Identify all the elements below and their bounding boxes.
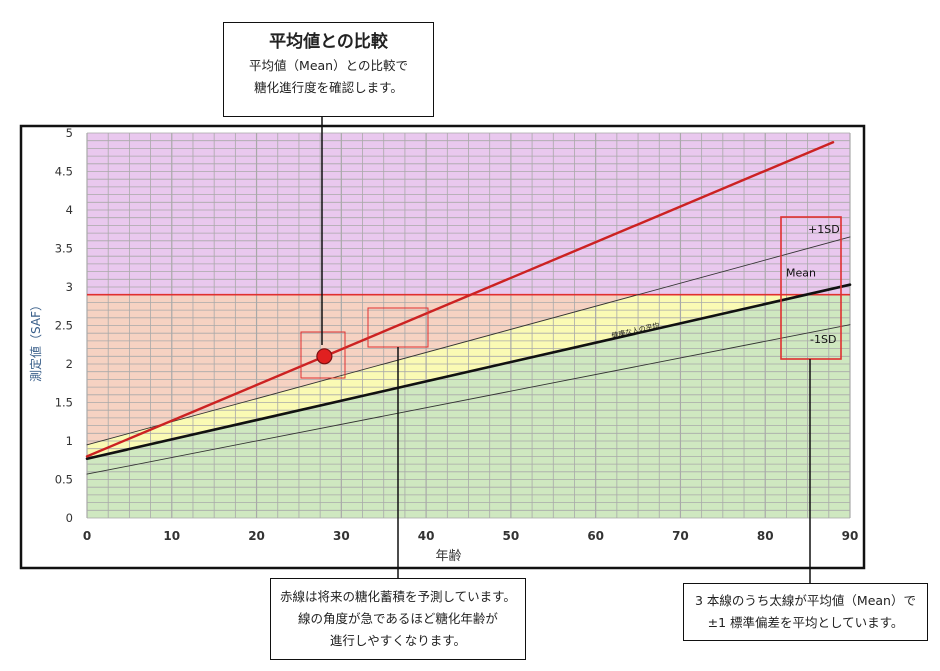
highlight-box-point — [300, 331, 346, 379]
y-tick-label: 3 — [66, 280, 73, 294]
x-tick-label: 70 — [672, 529, 689, 543]
callout-line: ±1 標準偏差を平均としています。 — [707, 615, 904, 630]
series-label: +1SD — [808, 223, 840, 236]
y-tick-label: 1 — [66, 434, 73, 448]
series-line — [86, 236, 851, 446]
x-tick-label: 10 — [163, 529, 180, 543]
callout-line: 線の角度が急であるほど糖化年齢が — [298, 611, 498, 626]
series-label: -1SD — [810, 333, 836, 346]
y-tick-label: 0 — [66, 511, 73, 525]
y-tick-label: 4.5 — [55, 165, 73, 179]
x-tick-label: 50 — [503, 529, 520, 543]
series-line — [85, 283, 852, 461]
callout-line: 平均値（Mean）との比較で — [249, 58, 408, 73]
x-tick-label: 0 — [83, 529, 91, 543]
y-tick-label: 5 — [66, 126, 73, 140]
callout-red-line: 赤線は将来の糖化蓄積を予測しています。 線の角度が急であるほど糖化年齢が 進行し… — [270, 578, 526, 660]
series-lines — [85, 141, 852, 475]
series-label: Mean — [786, 267, 816, 280]
callout-leaders — [321, 117, 811, 583]
x-tick-label: 30 — [333, 529, 350, 543]
series-line — [86, 324, 851, 475]
y-tick-label: 4 — [66, 203, 73, 217]
x-tick-label: 80 — [757, 529, 774, 543]
callout-line: 進行しやすくなります。 — [329, 633, 467, 648]
y-tick-label: 3.5 — [55, 242, 73, 256]
x-tick-label: 20 — [248, 529, 265, 543]
y-tick-label: 0.5 — [55, 473, 73, 487]
callout-title: 平均値との比較 — [269, 32, 388, 52]
data-point — [316, 348, 333, 365]
grid-lines — [86, 132, 851, 519]
highlight-box-series-labels — [780, 216, 842, 360]
callout-mean-comparison: 平均値との比較 平均値（Mean）との比較で 糖化進行度を確認します。 — [223, 22, 434, 117]
x-axis-label: 年齢 — [435, 549, 461, 564]
tick-labels: 0 10 20 30 40 50 60 70 80 90 0 0.5 1 1.5 2 2.5 3 3.5 4 4.5 5… — [28, 126, 858, 564]
callout-line: 糖化進行度を確認します。 — [254, 80, 403, 95]
callout-three-lines: 3 本線のうち太線が平均値（Mean）で ±1 標準偏差を平均としています。 — [683, 583, 928, 641]
x-tick-label: 60 — [587, 529, 604, 543]
y-tick-label: 2 — [66, 357, 73, 371]
y-axis-label: 測定値（SAF） — [28, 299, 43, 382]
x-tick-label: 40 — [418, 529, 435, 543]
y-tick-label: 2.5 — [55, 319, 73, 333]
y-tick-label: 1.5 — [55, 396, 73, 410]
series-line — [85, 141, 835, 458]
callout-line: 3 本線のうち太線が平均値（Mean）で — [695, 593, 916, 608]
callout-line: 赤線は将来の糖化蓄積を予測しています。 — [280, 589, 516, 604]
x-tick-label: 90 — [842, 529, 859, 543]
markers — [316, 348, 333, 365]
